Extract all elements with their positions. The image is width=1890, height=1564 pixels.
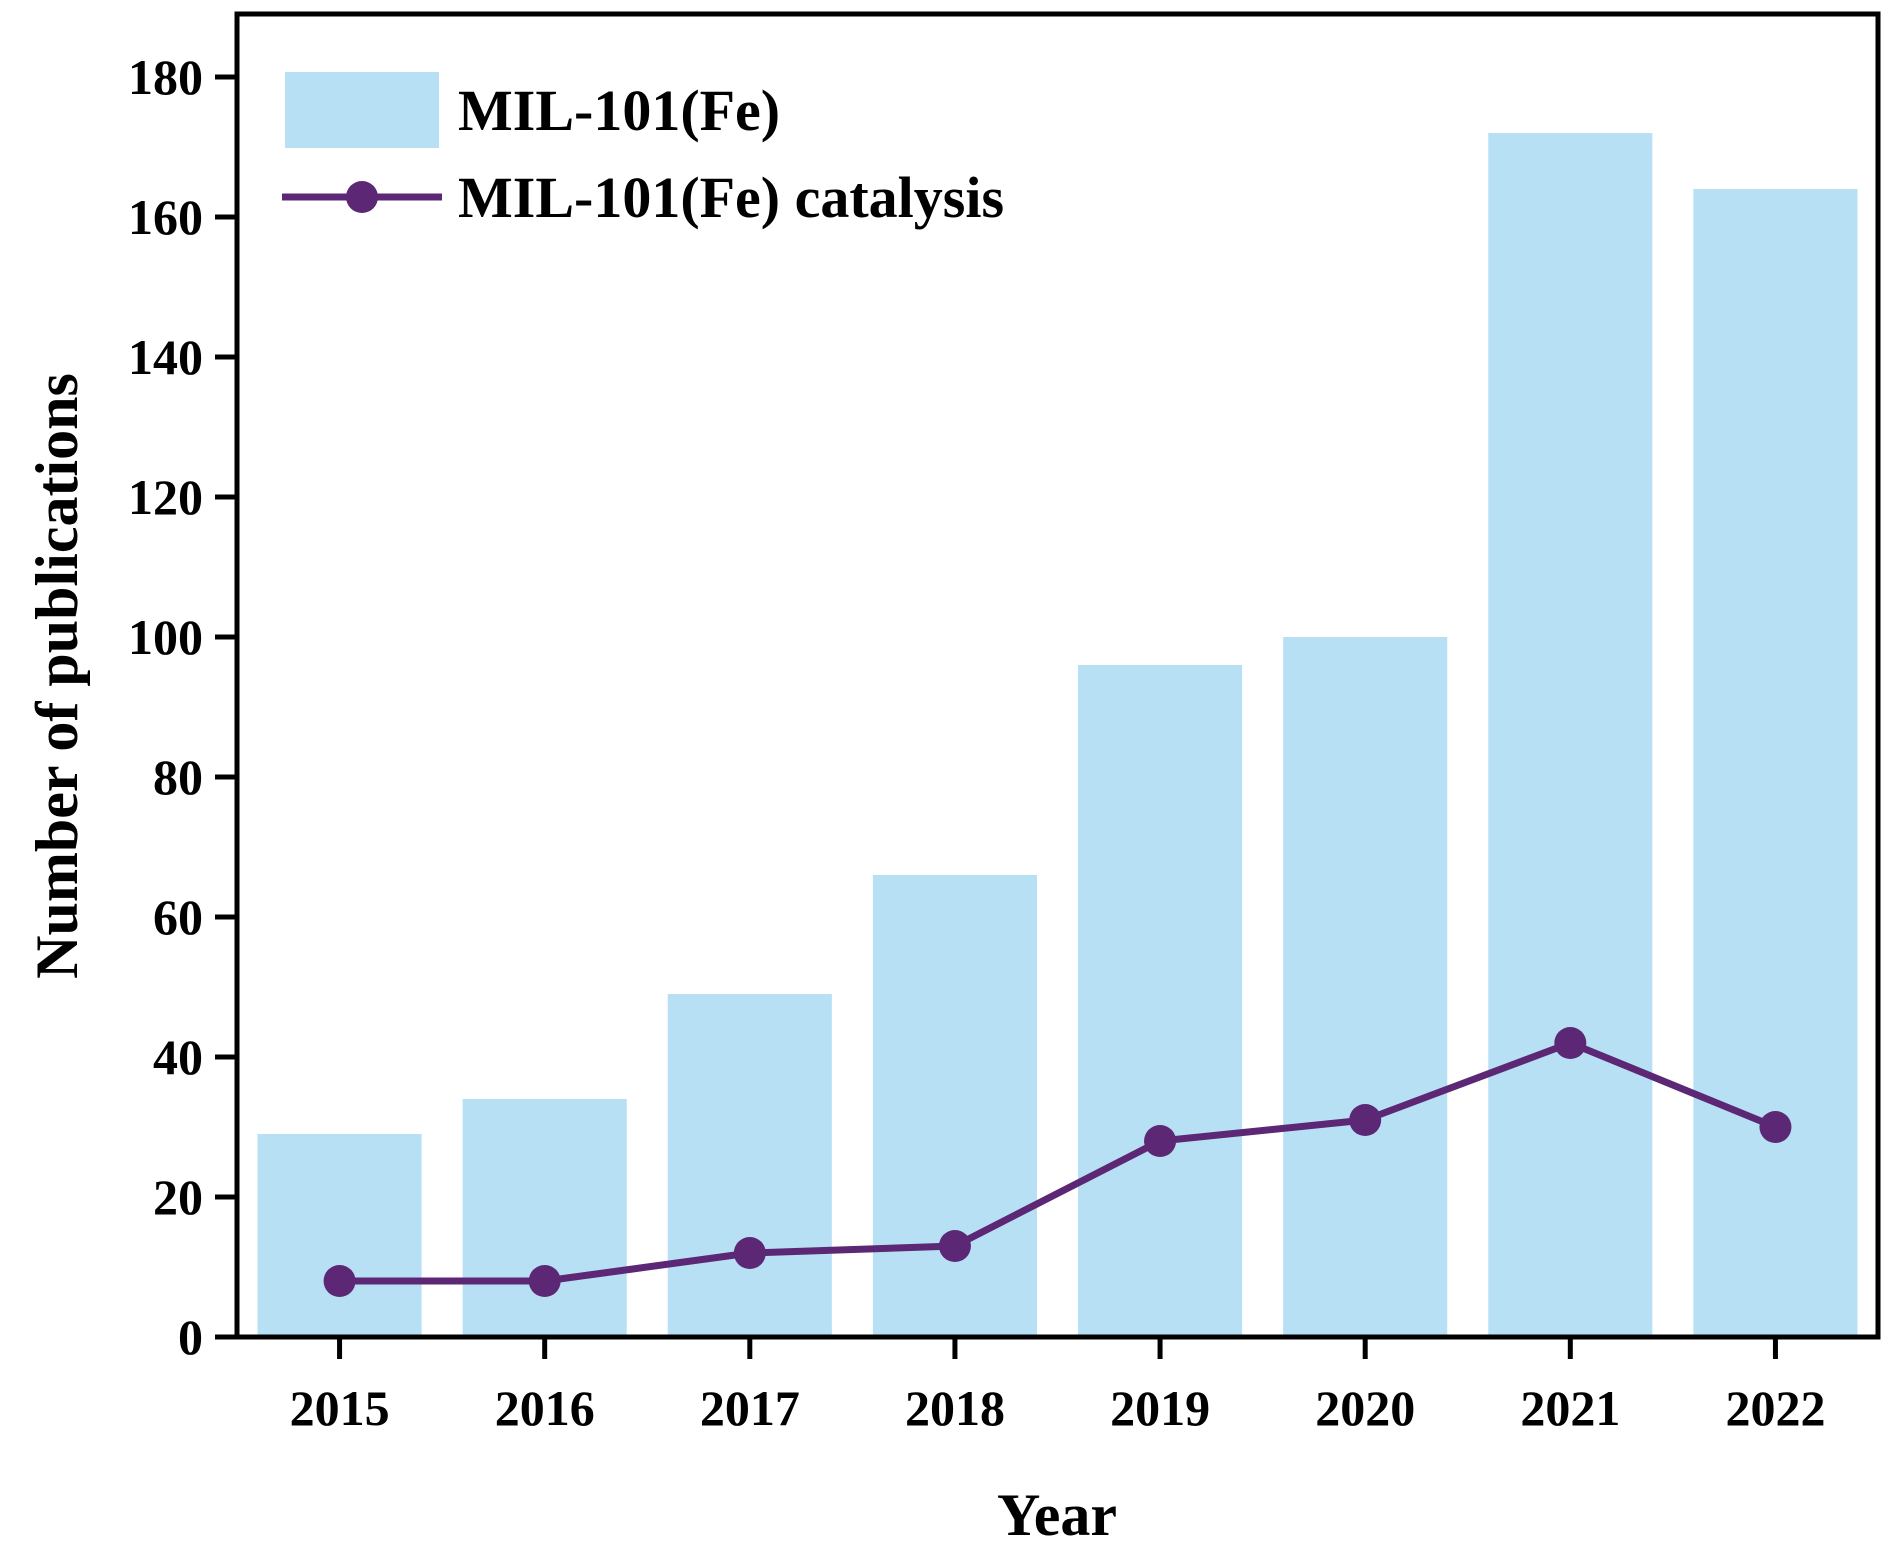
y-tick-label-100: 100 [128, 609, 203, 665]
point-2020 [1349, 1104, 1382, 1136]
y-tick-label-20: 20 [153, 1169, 203, 1225]
x-ticks: 2015 2016 2017 2018 2019 2020 2021 2022 [290, 1337, 1825, 1436]
legend: MIL-101(Fe) MIL-101(Fe) catalysis [282, 72, 1004, 230]
point-2016 [528, 1265, 561, 1297]
x-tick-label-2022: 2022 [1725, 1380, 1825, 1436]
x-tick-label-2019: 2019 [1110, 1380, 1210, 1436]
line-layer [323, 1027, 1792, 1297]
y-ticks: 0 20 40 60 80 100 120 140 160 180 [128, 49, 237, 1365]
legend-line-label: MIL-101(Fe) catalysis [458, 165, 1004, 230]
y-tick-label-40: 40 [153, 1029, 203, 1085]
y-tick-label-140: 140 [128, 329, 203, 385]
y-axis-title: Number of publications [24, 373, 90, 979]
y-tick-label-160: 160 [128, 189, 203, 245]
x-axis-title: Year [997, 1482, 1117, 1548]
y-tick-label-60: 60 [153, 889, 203, 945]
bar-2016 [462, 1099, 627, 1337]
legend-bar-swatch [285, 72, 439, 148]
x-tick-label-2016: 2016 [495, 1380, 595, 1436]
bars-layer [257, 133, 1858, 1337]
y-tick-label-180: 180 [128, 49, 203, 105]
point-2019 [1144, 1125, 1177, 1157]
axes-layer [234, 11, 1881, 1340]
bar-2017 [667, 994, 832, 1337]
point-2017 [733, 1237, 766, 1269]
bar-2021 [1488, 133, 1653, 1337]
line-series [339, 1039, 1777, 1285]
bar-2020 [1283, 637, 1448, 1337]
x-tick-label-2015: 2015 [290, 1380, 390, 1436]
x-tick-label-2020: 2020 [1315, 1380, 1415, 1436]
bar-2018 [872, 875, 1037, 1337]
point-2018 [938, 1230, 971, 1262]
point-2022 [1759, 1111, 1792, 1143]
point-2021 [1554, 1027, 1587, 1059]
bar-2015 [257, 1134, 422, 1337]
y-tick-label-0: 0 [178, 1309, 203, 1365]
legend-line-marker [346, 181, 378, 213]
x-tick-label-2021: 2021 [1520, 1380, 1620, 1436]
x-tick-label-2018: 2018 [905, 1380, 1005, 1436]
legend-bar-label: MIL-101(Fe) [458, 78, 780, 143]
y-tick-label-120: 120 [128, 469, 203, 525]
bar-2022 [1693, 189, 1858, 1337]
x-tick-label-2017: 2017 [700, 1380, 800, 1436]
point-2015 [323, 1265, 356, 1297]
y-tick-label-80: 80 [153, 749, 203, 805]
bar-2019 [1078, 665, 1243, 1337]
plot-frame [234, 11, 1881, 1340]
